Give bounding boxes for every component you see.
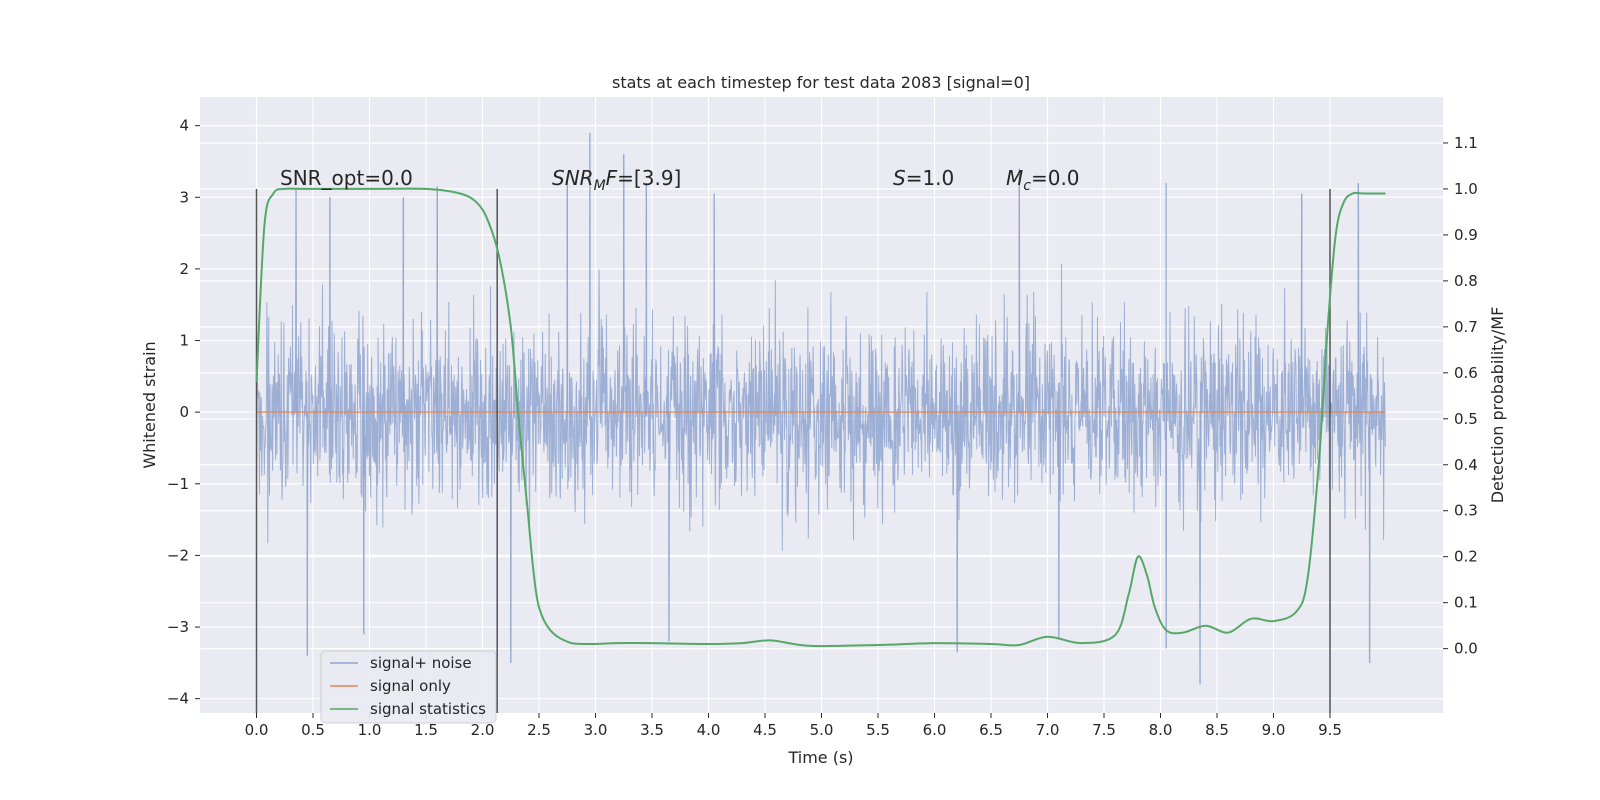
x-tick-label: 4.5: [753, 721, 777, 739]
x-tick-label: 4.0: [697, 721, 721, 739]
x-tick-label: 0.5: [301, 721, 325, 739]
y2-tick-label: 0.7: [1454, 318, 1478, 336]
y-tick-label: 0: [179, 403, 189, 421]
x-tick-label: 5.5: [866, 721, 890, 739]
x-tick-label: 7.0: [1036, 721, 1060, 739]
x-tick-label: 3.0: [584, 721, 608, 739]
y2-axis-title: Detection probability/MF: [1488, 307, 1507, 504]
y2-tick-label: 0.3: [1454, 502, 1478, 520]
x-tick-label: 8.5: [1205, 721, 1229, 739]
y-tick-label: 1: [179, 332, 189, 350]
x-tick-label: 6.0: [923, 721, 947, 739]
x-tick-label: 9.5: [1318, 721, 1342, 739]
series-signal-statistics-line: [255, 187, 1386, 648]
annotation-snr-mf: SNRMF=[3.9]: [552, 166, 681, 194]
y2-tick-label: 0.8: [1454, 272, 1478, 290]
x-tick-label: 6.5: [979, 721, 1003, 739]
y2-tick-label: 0.6: [1454, 364, 1478, 382]
y2-tick-label: 0.5: [1454, 410, 1478, 428]
data-layer: [255, 132, 1386, 713]
x-tick-label: 5.0: [810, 721, 834, 739]
legend-box: [320, 650, 497, 724]
annotation-snr-mf-symbol2: F: [606, 166, 618, 190]
x-tick-label: 2.0: [471, 721, 495, 739]
annotation-snr-opt: SNR_opt=0.0: [280, 166, 413, 190]
x-tick-label: 8.0: [1149, 721, 1173, 739]
chart-title: stats at each timestep for test data 208…: [612, 73, 1030, 92]
annotation-mc: Mc=0.0: [1006, 166, 1080, 194]
y-tick-label: 3: [179, 188, 189, 206]
legend-label-signal-statistics: signal statistics: [370, 700, 486, 718]
x-tick-label: 0.0: [245, 721, 269, 739]
y-tick-label: −3: [167, 618, 189, 636]
y-tick-label: −4: [167, 690, 189, 708]
y-tick-label: 2: [179, 260, 189, 278]
annotation-snr-mf-subscript: M: [594, 178, 606, 194]
annotation-s-value: =1.0: [906, 166, 955, 190]
x-tick-label: 9.0: [1262, 721, 1286, 739]
x-tick-label: 2.5: [527, 721, 551, 739]
tick-layer: 0.0 0.5 1.0 1.5 2.0 2.5 3.0 3.5 4.0 4.5 5.0 5.5 6.0 6…: [167, 117, 1478, 739]
annotation-s-symbol: S: [893, 166, 906, 190]
y2-tick-label: 0.0: [1454, 640, 1478, 658]
y-tick-label: 4: [179, 117, 189, 135]
y2-tick-label: 0.1: [1454, 594, 1478, 612]
annotation-mc-symbol: M: [1006, 166, 1023, 190]
legend-label-signal-only: signal only: [370, 677, 451, 695]
annotation-mc-subscript: c: [1023, 178, 1031, 194]
annotation-snr-mf-symbol: SNR: [552, 166, 594, 190]
series-signal-noise-line: [256, 132, 1386, 685]
annotation-s: S=1.0: [893, 166, 954, 190]
y2-tick-label: 0.9: [1454, 226, 1478, 244]
legend: signal+ noise signal only signal statist…: [320, 650, 497, 724]
y2-tick-label: 0.4: [1454, 456, 1478, 474]
legend-label-signal-noise: signal+ noise: [370, 654, 472, 672]
annotation-snr-mf-value: =[3.9]: [617, 166, 681, 190]
y-tick-label: −1: [167, 475, 189, 493]
annotation-mc-value: =0.0: [1031, 166, 1080, 190]
y2-tick-label: 1.0: [1454, 180, 1478, 198]
y2-tick-label: 1.1: [1454, 134, 1478, 152]
x-tick-label: 3.5: [640, 721, 664, 739]
y2-tick-label: 0.2: [1454, 548, 1478, 566]
y-axis-title: Whitened strain: [140, 341, 159, 468]
x-tick-label: 1.5: [414, 721, 438, 739]
x-tick-label: 7.5: [1092, 721, 1116, 739]
y-tick-label: −2: [167, 546, 189, 564]
annotation-layer: SNR_opt=0.0 SNRMF=[3.9] S=1.0 Mc=0.0: [280, 166, 1080, 194]
x-tick-label: 1.0: [358, 721, 382, 739]
x-axis-title: Time (s): [787, 748, 853, 767]
